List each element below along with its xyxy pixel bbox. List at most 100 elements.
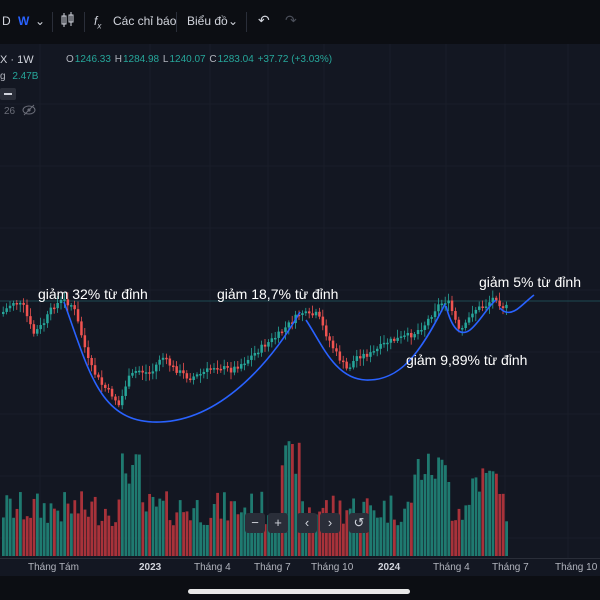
scroll-right-button[interactable]: ›	[320, 513, 340, 533]
volume-bar	[427, 453, 430, 556]
collapse-legend-button[interactable]	[0, 88, 16, 100]
candle	[308, 311, 311, 314]
volume-bar	[372, 510, 376, 556]
volume-bar	[5, 495, 9, 556]
volume-bar	[379, 517, 383, 556]
volume-bar	[39, 517, 43, 556]
volume-bar	[25, 516, 29, 556]
candle	[345, 361, 348, 369]
volume-bar	[223, 492, 226, 556]
symbol-interval[interactable]: X · 1W	[0, 54, 34, 66]
undo-icon[interactable]: ↶	[258, 12, 270, 28]
volume-bar	[19, 492, 22, 556]
volume-bar	[53, 508, 56, 556]
volume-bar	[246, 521, 250, 556]
volume-bar	[444, 465, 447, 556]
redo-icon[interactable]: ↷	[285, 12, 297, 28]
interval-d-button[interactable]: D	[2, 14, 11, 28]
volume-bar	[403, 508, 406, 556]
volume-bar	[420, 479, 423, 556]
candle	[423, 325, 427, 330]
volume-bar	[155, 506, 158, 556]
candle	[386, 342, 389, 345]
candle	[403, 335, 406, 337]
volume-bar	[335, 518, 338, 556]
volume-bar	[440, 459, 444, 556]
time-tick: Tháng 10	[311, 562, 354, 573]
time-tick: Tháng 7	[254, 562, 291, 573]
hide-eye-icon[interactable]	[22, 104, 36, 119]
volume-bar	[416, 459, 420, 556]
volume-bar	[270, 518, 274, 556]
candle	[212, 368, 216, 370]
volume-bar	[202, 524, 206, 556]
volume-bar	[406, 501, 410, 556]
candle	[236, 366, 240, 369]
candle	[467, 317, 471, 323]
candle	[199, 374, 202, 376]
candle	[440, 303, 444, 306]
indicators-button[interactable]: Các chỉ báo	[113, 14, 177, 28]
volume-bar	[311, 513, 315, 556]
volume-bar	[297, 442, 301, 556]
candle	[410, 332, 413, 338]
candle	[399, 336, 403, 338]
volume-bar	[304, 514, 308, 556]
home-indicator	[188, 589, 410, 594]
indicators-fx-icon[interactable]: fx	[94, 14, 102, 31]
volume-bar	[212, 504, 216, 556]
candle	[209, 368, 212, 370]
volume-bar	[454, 520, 457, 556]
candle	[49, 307, 53, 315]
interval-w-button[interactable]: W	[18, 14, 30, 28]
candlestick-icon[interactable]	[60, 10, 76, 33]
volume-bar	[168, 520, 172, 556]
reset-chart-icon[interactable]: ↺	[349, 513, 369, 533]
volume-bar	[161, 500, 165, 556]
volume-bar	[488, 470, 491, 556]
candle	[93, 365, 97, 375]
volume-bar	[359, 517, 362, 556]
scroll-left-button[interactable]: ‹	[297, 513, 317, 533]
volume-bar	[12, 517, 15, 556]
zoom-in-button[interactable]: +	[268, 513, 288, 533]
candle	[301, 313, 304, 315]
candle	[219, 368, 223, 371]
candle	[192, 376, 195, 381]
candle	[19, 302, 22, 305]
volume-bar	[138, 454, 141, 556]
time-axis[interactable]: Tháng Tám 2023 Tháng 4 Tháng 7 Tháng 10 …	[0, 558, 600, 577]
volume-bar	[144, 511, 148, 556]
candle	[104, 384, 107, 388]
volume-bar	[396, 525, 400, 556]
candle	[107, 387, 110, 390]
candle	[243, 363, 246, 366]
volume-bar	[189, 520, 192, 556]
toolbar-divider	[246, 12, 247, 32]
ohlc-readout: O1246.33 H1284.98 L1240.07 C1283.04 +37.…	[66, 54, 333, 65]
candle	[311, 313, 314, 316]
volume-bar	[447, 481, 451, 556]
volume-bar	[36, 493, 39, 556]
time-tick: 2024	[378, 562, 401, 573]
candle	[382, 342, 386, 345]
candle	[454, 311, 457, 320]
chart-type-chevron-down-icon[interactable]: ⌄	[228, 14, 239, 28]
interval-chevron-down-icon[interactable]: ⌄	[35, 14, 46, 28]
volume-bar	[382, 500, 386, 556]
volume-bar	[257, 517, 260, 556]
candle	[365, 353, 369, 357]
zoom-out-button[interactable]: −	[245, 513, 265, 533]
candle	[450, 300, 454, 312]
annotation-drawdown-18-7: giảm 18,7% từ đỉnh	[217, 286, 339, 302]
volume-bar	[318, 511, 321, 556]
candle	[97, 374, 100, 378]
drawdown-curve-3	[445, 299, 497, 334]
chart-type-button[interactable]: Biểu đồ	[187, 14, 228, 28]
volume-bar	[97, 525, 100, 556]
candle	[379, 343, 382, 349]
candle	[175, 366, 178, 373]
candle	[202, 371, 206, 375]
volume-bar	[501, 493, 505, 556]
volume-bar	[49, 503, 53, 556]
